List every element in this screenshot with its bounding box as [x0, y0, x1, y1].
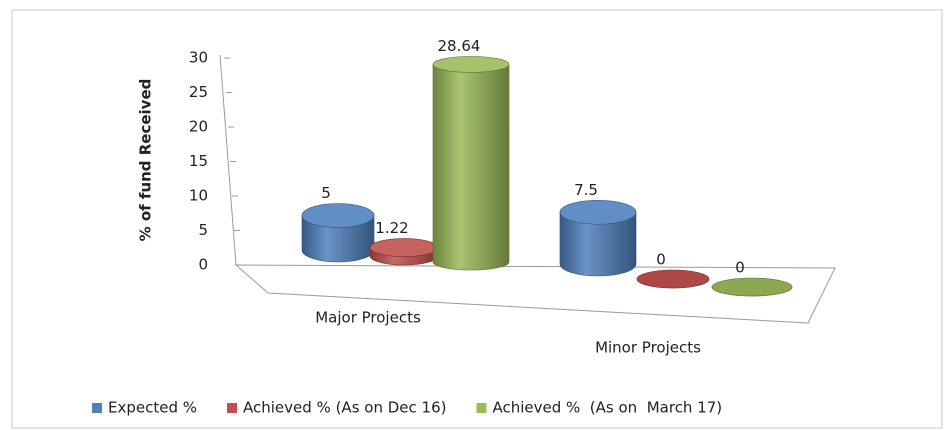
cylinder-top [559, 199, 637, 225]
floor [234, 264, 836, 324]
cylinder-top [711, 277, 793, 297]
y-tick-label: 15 [189, 152, 208, 170]
y-axis [219, 54, 237, 266]
value-label: 0 [735, 259, 745, 277]
y-tick-label: 5 [198, 221, 208, 239]
value-label: 0 [656, 251, 666, 269]
legend-swatch [227, 403, 238, 413]
y-tick-label: 10 [189, 187, 208, 205]
cylinder-top [369, 238, 439, 257]
x-tick-label: Minor Projects [595, 339, 701, 357]
cylinder-top [301, 203, 375, 228]
legend-label: Achieved % (As on Dec 16) [243, 399, 446, 417]
y-tick-label: 25 [189, 83, 208, 101]
value-label: 7.5 [574, 181, 598, 199]
y-tick-label: 0 [198, 256, 208, 274]
legend-swatch [92, 403, 102, 413]
cylinder-body [432, 64, 510, 271]
x-tick-label: Major Projects [315, 309, 421, 327]
legend-swatch [476, 403, 487, 413]
cylinder-top [636, 269, 710, 289]
y-tick-label: 30 [189, 49, 208, 67]
legend-label: Expected % [108, 399, 197, 417]
value-label: 28.64 [438, 37, 481, 55]
value-label: 1.22 [375, 219, 408, 237]
y-tick-label: 20 [189, 118, 208, 136]
cylinder-top [432, 56, 510, 73]
cylinder-body [559, 211, 637, 277]
value-label: 5 [321, 184, 331, 202]
y-axis-label: % of fund Received [137, 79, 155, 242]
legend-label: Achieved % (As on March 17) [492, 399, 722, 417]
